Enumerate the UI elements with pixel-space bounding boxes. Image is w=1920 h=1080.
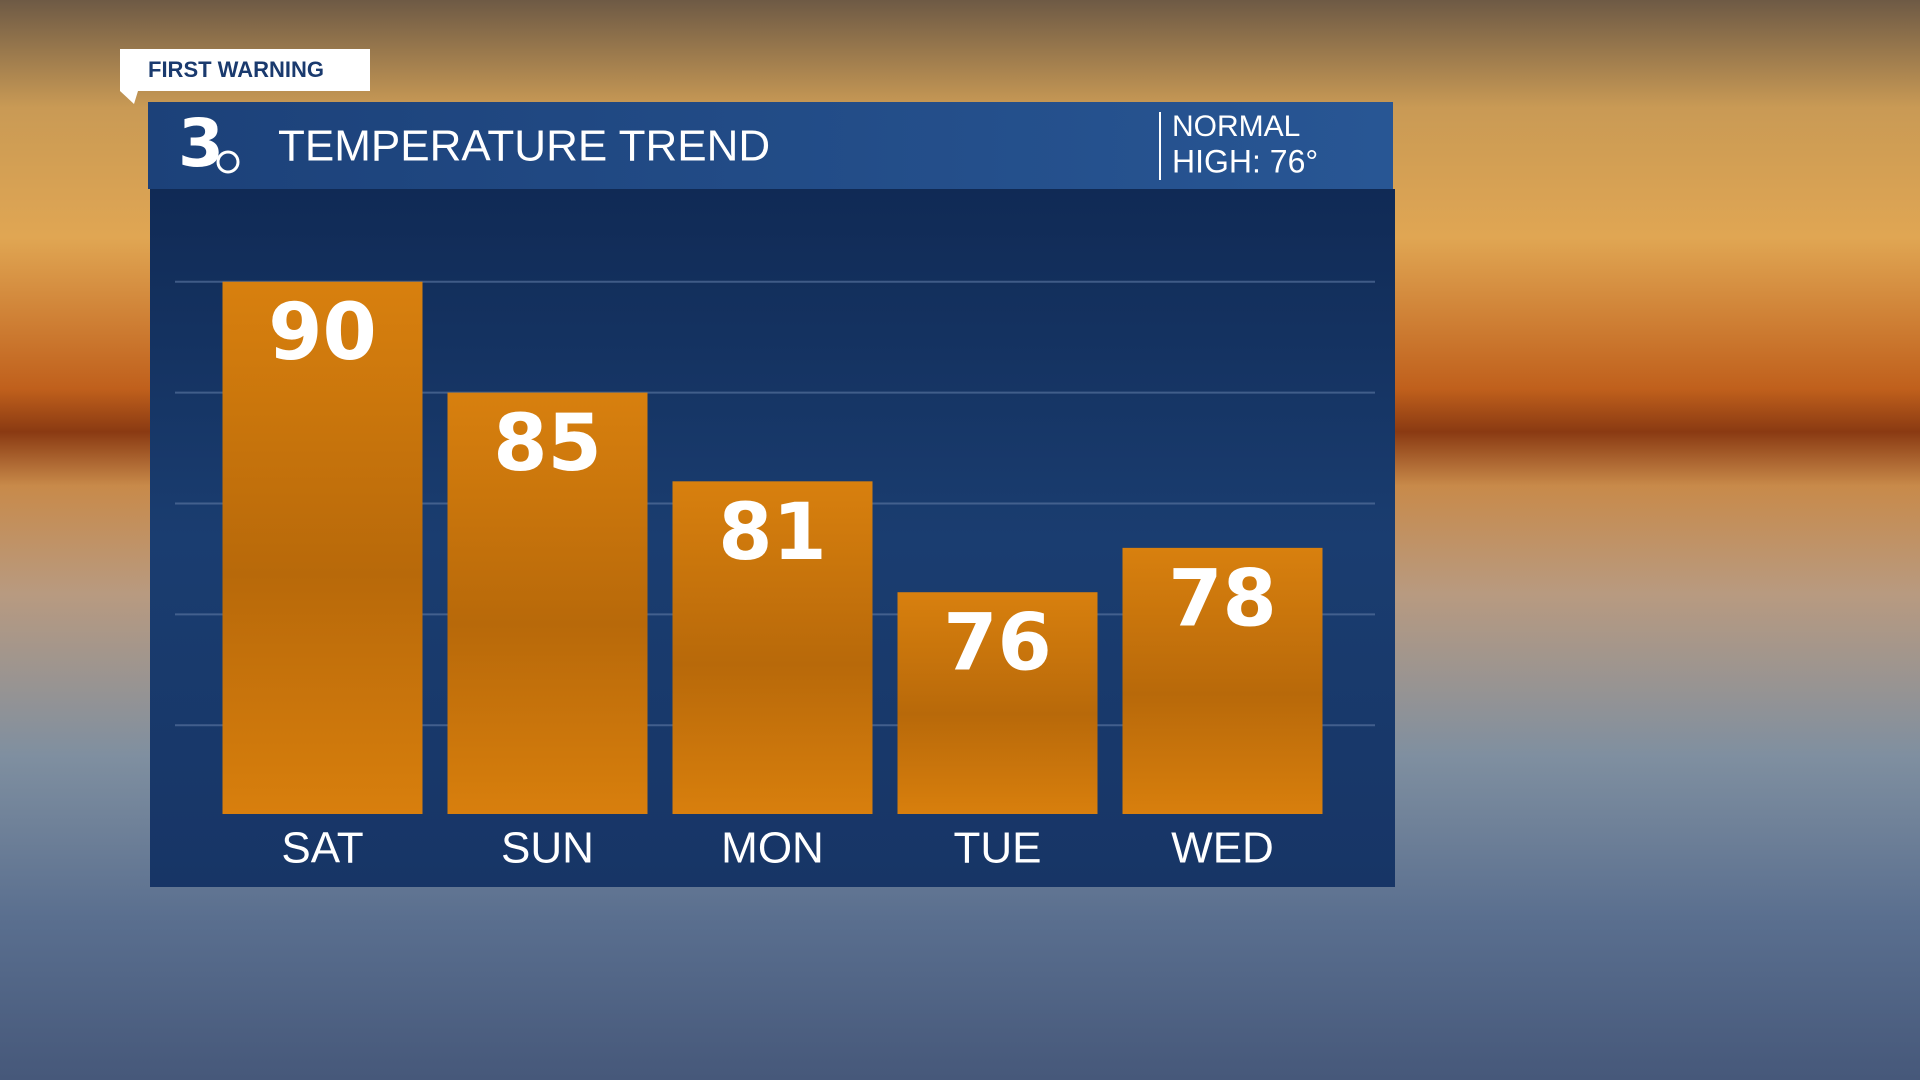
value-label: 81 xyxy=(718,488,827,578)
x-tick-label: SAT xyxy=(281,824,363,873)
logo-eye xyxy=(216,150,240,174)
badge-box xyxy=(120,49,370,104)
annotation: NORMAL xyxy=(1172,110,1300,143)
value-label: 85 xyxy=(493,399,602,489)
value-label: 90 xyxy=(268,288,377,378)
bar xyxy=(447,392,648,814)
x-tick-label: TUE xyxy=(954,824,1042,873)
value-label: 76 xyxy=(943,599,1052,689)
bar xyxy=(897,592,1098,814)
x-tick-label: MON xyxy=(721,824,824,873)
chart-title: TEMPERATURE TREND xyxy=(278,122,770,171)
value-label: 78 xyxy=(1168,554,1277,644)
badge: FIRST WARNING xyxy=(148,57,324,82)
bar xyxy=(672,481,873,814)
x-tick-label: SUN xyxy=(501,824,594,873)
x-tick-label: WED xyxy=(1171,824,1274,873)
header xyxy=(148,102,1393,189)
bar xyxy=(1122,547,1323,814)
bar xyxy=(222,281,423,814)
logo: 3 xyxy=(178,105,224,182)
annotation: HIGH: 76° xyxy=(1172,143,1318,179)
